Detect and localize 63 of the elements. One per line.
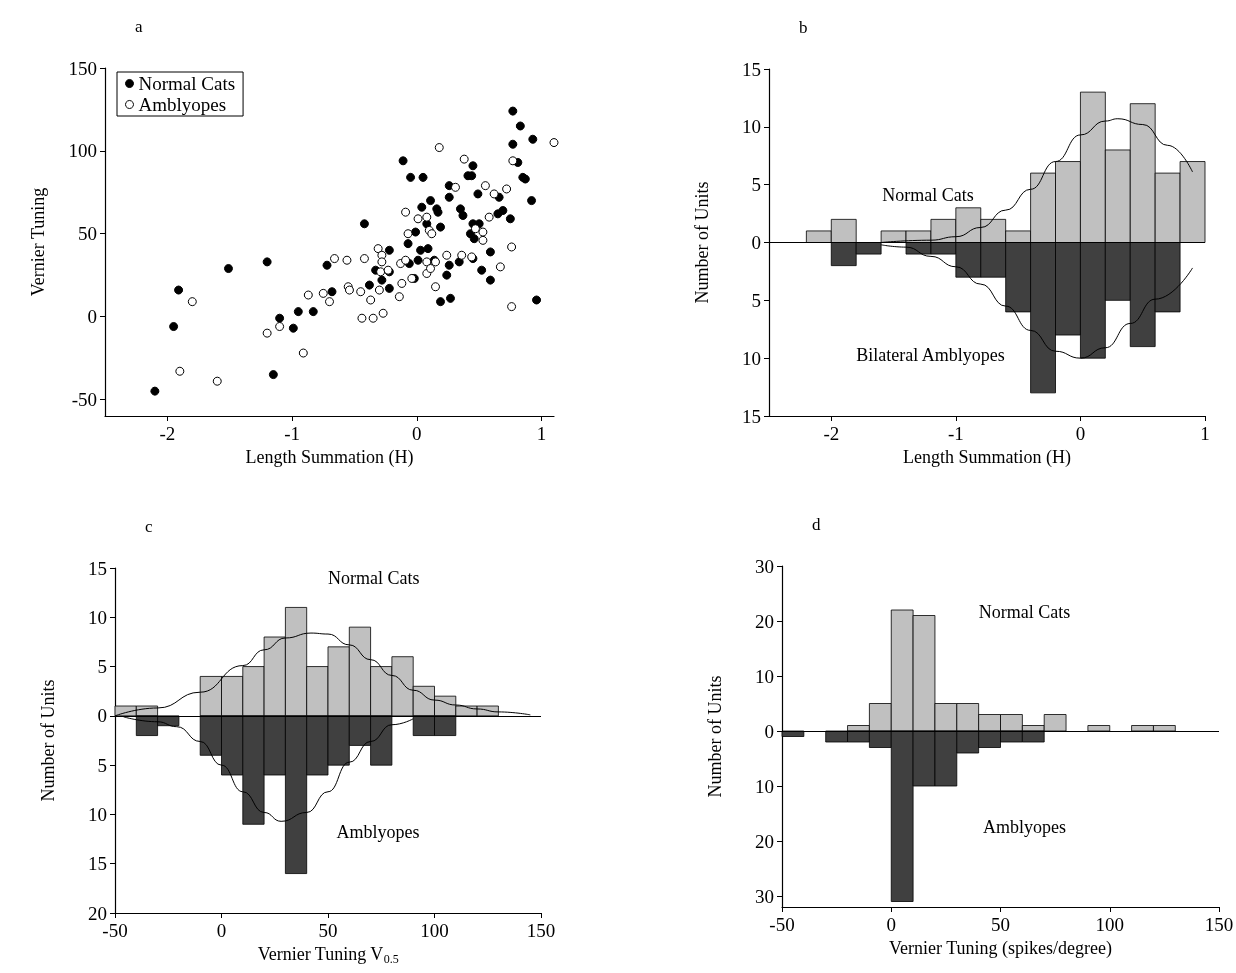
- y-tick-label: 0: [764, 720, 774, 742]
- x-tick-label: 100: [420, 920, 449, 941]
- x-tick-label: 0: [1075, 423, 1086, 444]
- x-tick-label: 50: [318, 920, 338, 941]
- legend-label: Normal Cats: [138, 73, 236, 94]
- y-tick-label: 30: [755, 555, 774, 577]
- y-tick-label: 10: [755, 665, 774, 687]
- y-tick-label: 0: [97, 705, 107, 727]
- y-tick-label: 100: [68, 140, 97, 162]
- x-tick-label: 1: [1200, 423, 1210, 444]
- text: Normal Cats: [978, 601, 1071, 622]
- y-axis-title: Number of Units: [705, 675, 725, 798]
- x-tick-label: 0: [216, 920, 227, 941]
- x-tick-label: -2: [159, 423, 176, 444]
- series-label: Normal Cats: [882, 185, 974, 206]
- y-tick-label: 20: [88, 902, 107, 924]
- text: Amblyopes: [983, 816, 1067, 837]
- x-tick-label: -1: [284, 423, 300, 444]
- y-tick-label: 0: [751, 232, 761, 253]
- x-tick-label: 0: [412, 423, 422, 444]
- chart-title: c: [145, 517, 153, 536]
- y-tick-label: 10: [88, 606, 107, 628]
- y-tick-label: 150: [68, 57, 97, 79]
- x-tick-label: 1: [536, 423, 547, 444]
- series-label: Normal Cats: [328, 568, 420, 589]
- y-tick-label: 5: [751, 289, 761, 311]
- y-tick-label: 15: [88, 853, 107, 875]
- x-tick-label: -1: [947, 423, 964, 444]
- y-tick-label: -50: [71, 388, 97, 410]
- x-tick-label: 150: [1204, 914, 1234, 935]
- y-tick-label: 5: [751, 174, 761, 196]
- y-tick-label: 10: [755, 775, 774, 797]
- y-tick-label: 20: [755, 830, 774, 852]
- y-tick-label: 10: [742, 116, 761, 138]
- x-tick-label: -50: [769, 914, 795, 935]
- y-axis-title: Number of Units: [38, 679, 58, 802]
- x-tick-label: 0: [886, 914, 896, 935]
- x-axis-title: Vernier Tuning (spikes/degree): [889, 937, 1112, 959]
- y-tick-label: 20: [755, 610, 774, 632]
- series-label: Bilateral Amblyopes: [856, 345, 1005, 366]
- legend-label: Amblyopes: [138, 94, 227, 115]
- y-tick-label: 5: [97, 754, 107, 776]
- y-axis-title: Vernier Tuning: [28, 187, 48, 297]
- series-label: Amblyopes: [336, 821, 420, 842]
- y-tick-label: 15: [742, 58, 761, 80]
- x-tick-label: 150: [526, 920, 556, 941]
- y-tick-label: 15: [742, 405, 761, 427]
- y-tick-label: 5: [97, 656, 107, 678]
- chart-title: a: [135, 17, 143, 36]
- chart-title: d: [812, 515, 821, 534]
- x-tick-label: 50: [991, 914, 1010, 935]
- y-tick-label: 10: [88, 803, 107, 825]
- y-tick-label: 15: [88, 557, 107, 579]
- y-tick-label: 0: [87, 306, 97, 328]
- x-tick-label: -2: [823, 423, 840, 444]
- y-tick-label: 10: [742, 347, 761, 369]
- y-axis-title: Number of Units: [692, 181, 712, 304]
- y-tick-label: 50: [78, 223, 97, 245]
- x-tick-label: 100: [1095, 914, 1124, 935]
- x-axis-title: Length Summation (H): [903, 446, 1071, 468]
- x-axis-title: Length Summation (H): [245, 446, 414, 468]
- y-tick-label: 30: [755, 885, 774, 907]
- chart-title: b: [799, 18, 808, 37]
